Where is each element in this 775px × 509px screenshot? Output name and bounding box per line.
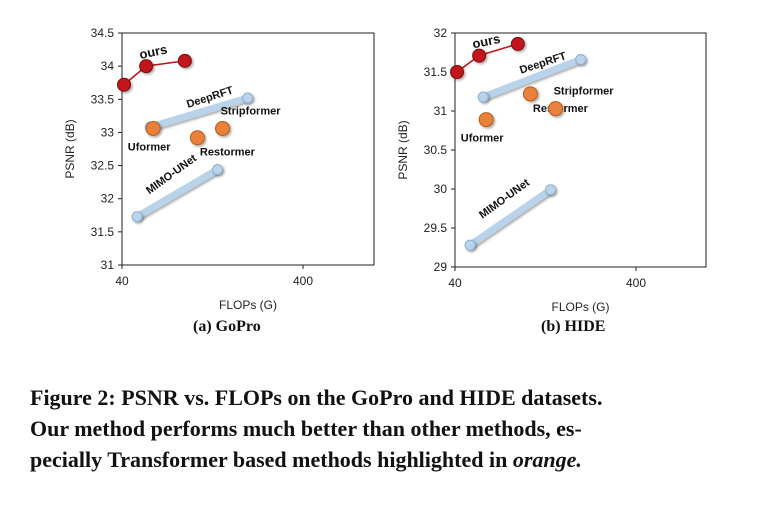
figure-caption: Figure 2: PSNR vs. FLOPs on the GoPro an… [30, 382, 760, 475]
y-tick-label: 34 [101, 59, 115, 73]
point-mimo-unet [212, 164, 224, 176]
y-axis-label: PSNR (dB) [63, 119, 77, 178]
point-ours [450, 65, 465, 79]
y-tick-label: 29.5 [424, 221, 448, 235]
series-band-deeprft [146, 94, 252, 131]
point-label-restormer: Restormer [200, 147, 256, 159]
point-deeprft [242, 92, 254, 104]
y-tick-label: 32.5 [91, 159, 115, 173]
point-ours [117, 77, 132, 92]
point-label-stripformer: Stripformer [554, 86, 615, 98]
caption-orange-word: orange. [512, 447, 582, 472]
panel-caption-hide: (b) HIDE [541, 318, 606, 335]
point-uformer [145, 120, 161, 136]
caption-line-3: pecially Transformer based methods highl… [30, 444, 760, 475]
x-axis-label: FLOPs (G) [551, 300, 609, 314]
plot-area [121, 32, 375, 266]
point-deeprft [477, 91, 489, 103]
y-tick-label: 32 [101, 192, 115, 206]
caption-line-1: Figure 2: PSNR vs. FLOPs on the GoPro an… [30, 385, 603, 410]
x-axis-label: FLOPs (G) [219, 298, 277, 312]
chart-panel-hide: 29 29.5 30 30.5 31 31.5 32 40 400 FLOPs (G) PSNR (… [396, 26, 707, 314]
point-ours [177, 53, 192, 68]
y-tick-label: 34.5 [91, 26, 115, 40]
series-band-mimo-unet [133, 166, 222, 221]
caption-line-2: Our method performs much better than oth… [30, 416, 582, 441]
y-tick-label: 29 [434, 260, 448, 274]
x-tick-label: 40 [448, 276, 462, 290]
y-tick-label: 30.5 [424, 143, 448, 157]
point-ours [510, 36, 525, 51]
point-label-stripformer: Stripformer [221, 105, 282, 117]
y-tick-label: 31 [101, 258, 115, 272]
panel-caption-gopro: (a) GoPro [193, 318, 261, 335]
x-tick-label: 400 [626, 276, 646, 290]
point-ours [139, 59, 154, 74]
point-uformer [478, 112, 494, 128]
point-mimo-unet [131, 211, 143, 223]
point-label-uformer: Uformer [128, 141, 172, 153]
figure-charts: 31 31.5 32 32.5 33 33.5 34 34.5 40 400 FLOPs (G) PS… [63, 26, 707, 314]
y-tick-label: 32 [434, 26, 448, 40]
point-stripformer [215, 120, 231, 136]
y-tick-label: 33 [101, 125, 115, 139]
point-label-uformer: Uformer [461, 133, 505, 145]
series-band-mimo-unet [466, 186, 555, 249]
series-label-ours: ours [471, 31, 502, 52]
y-tick-label: 31.5 [91, 225, 115, 239]
y-tick-label: 31 [434, 104, 448, 118]
point-ours [472, 48, 487, 63]
y-tick-label: 31.5 [424, 65, 448, 79]
point-restormer [522, 86, 538, 102]
series-label-ours: ours [138, 41, 169, 62]
chart-panel-gopro: 31 31.5 32 32.5 33 33.5 34 34.5 40 400 FLOPs (G) PS… [63, 26, 500, 312]
point-stripformer [548, 101, 564, 117]
caption-line-3-text: pecially Transformer based methods highl… [30, 447, 513, 472]
point-deeprft [575, 54, 587, 66]
y-axis-label: PSNR (dB) [396, 120, 410, 179]
y-tick-label: 30 [434, 182, 448, 196]
point-mimo-unet [464, 239, 476, 251]
point-restormer [189, 130, 205, 146]
y-tick-label: 33.5 [91, 92, 115, 106]
point-mimo-unet [545, 184, 557, 196]
series-band-deeprft [479, 56, 585, 101]
x-tick-label: 40 [115, 274, 129, 288]
x-tick-label: 400 [293, 274, 313, 288]
